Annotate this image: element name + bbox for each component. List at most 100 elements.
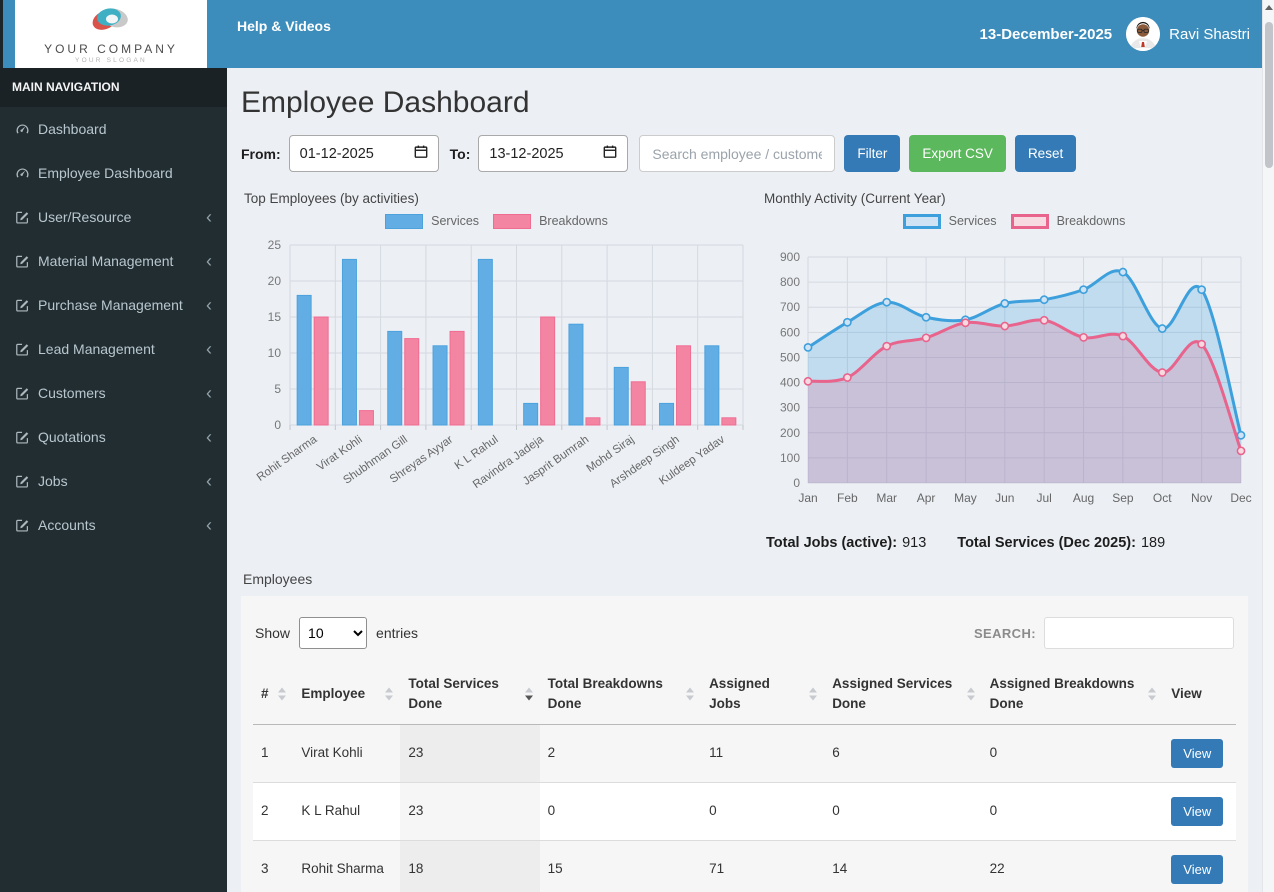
user-avatar[interactable] [1126,17,1161,51]
total-jobs-value: 913 [902,535,927,551]
user-name[interactable]: Ravi Shastri [1169,25,1250,43]
svg-text:Sep: Sep [1112,491,1134,505]
gauge-icon [15,122,38,137]
calendar-icon[interactable] [414,144,428,163]
column-header-[interactable]: # [253,665,294,725]
svg-text:Apr: Apr [917,491,936,505]
main-navigation: Dashboard Employee Dashboard User/Resource… [0,107,227,547]
sidebar-item-label: Dashboard [38,121,107,137]
scroll-up-arrow-icon [1264,5,1273,10]
svg-text:5: 5 [274,382,281,396]
sidebar-item-jobs[interactable]: Jobs ‹ [0,459,227,503]
sidebar-item-label: Quotations [38,429,106,445]
reset-button[interactable]: Reset [1014,135,1077,172]
chevron-left-icon: ‹ [206,471,212,491]
column-header-employee[interactable]: Employee [293,665,401,725]
sidebar-item-label: User/Resource [38,209,132,225]
total-services-value: 189 [1140,535,1166,551]
table-row: 3 Rohit Sharma 18 15 71 14 22 View [253,839,1236,892]
calendar-icon[interactable] [603,144,617,163]
sidebar-item-label: Customers [38,385,106,401]
view-button[interactable]: View [1171,854,1224,884]
edit-icon [15,342,38,357]
charts-row: Top Employees (by activities) Services Br… [241,191,1252,551]
to-label: To: [449,145,471,162]
gauge-icon [15,166,38,181]
edit-icon [15,430,38,445]
scrollbar-thumb[interactable] [1265,22,1273,168]
to-date-input[interactable]: 13-12-2025 [478,135,629,172]
column-header-assigned-breakdowns-done[interactable]: Assigned Breakdowns Done [981,665,1164,725]
chevron-left-icon: ‹ [206,295,212,315]
sort-asc-icon [385,687,394,693]
table-search-input[interactable] [1044,617,1234,649]
sidebar-item-accounts[interactable]: Accounts ‹ [0,503,227,547]
sidebar-item-purchase-management[interactable]: Purchase Management ‹ [0,283,227,327]
sidebar-item-quotations[interactable]: Quotations ‹ [0,415,227,459]
employee-search-input[interactable] [639,135,836,172]
sort-asc-icon [686,687,695,693]
sort-desc-icon [686,695,695,701]
filter-toolbar: From: 01-12-2025 To: 13-12-2025 Filter E… [241,135,1248,172]
column-header-assigned-jobs[interactable]: Assigned Jobs [701,665,825,725]
top-employees-chart: Top Employees (by activities) Services Br… [244,191,749,544]
cell-total-breakdowns-done: 2 [547,745,556,761]
sort-asc-icon [966,687,975,693]
filter-button[interactable]: Filter [844,135,901,172]
sidebar-item-dashboard[interactable]: Dashboard [0,107,227,151]
cell-employee: Virat Kohli [301,745,363,761]
edit-icon [15,474,38,489]
view-button[interactable]: View [1171,738,1224,768]
page-size-select[interactable]: 10 [299,617,368,649]
logo-slogan-text: YOUR SLOGAN [75,56,147,64]
sidebar-item-label: Accounts [38,517,96,533]
column-header-label: # [261,686,269,702]
column-header-assigned-services-done[interactable]: Assigned Services Done [824,665,982,725]
sort-desc-icon [524,695,533,701]
sort-arrows-icon [278,687,287,701]
legend-swatch-breakdowns [1010,213,1049,229]
cell-view: View [1163,724,1236,782]
table-row: 1 Virat Kohli 23 2 11 6 0 View [253,724,1236,782]
column-header-total-breakdowns-done[interactable]: Total Breakdowns Done [539,665,702,725]
svg-text:May: May [954,491,977,505]
svg-text:25: 25 [268,238,282,252]
company-logo[interactable]: YOUR COMPANY YOUR SLOGAN [15,0,207,68]
help-videos-link[interactable]: Help & Videos [237,18,331,34]
logo-swirl-icon [85,5,137,40]
sidebar-item-material-management[interactable]: Material Management ‹ [0,239,227,283]
sort-arrows-icon [966,687,975,701]
current-date: 13-December-2025 [979,25,1113,43]
sort-desc-icon [1148,695,1157,701]
sidebar-item-lead-management[interactable]: Lead Management ‹ [0,327,227,371]
cell-assigned-breakdowns-done: 22 [981,839,1164,892]
sidebar-item-customers[interactable]: Customers ‹ [0,371,227,415]
export-csv-button[interactable]: Export CSV [909,135,1006,172]
cell-assigned-jobs: 71 [701,839,825,892]
legend-item-breakdowns[interactable]: Breakdowns [1010,213,1125,229]
cell-assigned-services-done: 0 [824,781,982,840]
legend-item-services[interactable]: Services [902,213,997,229]
total-services-label: Total Services (Dec 2025): [957,535,1136,551]
sidebar-item-label: Employee Dashboard [38,165,173,181]
table-search-label: SEARCH: [973,625,1036,641]
svg-text:Jun: Jun [995,491,1014,505]
edit-icon [15,254,38,269]
from-date-input[interactable]: 01-12-2025 [288,135,439,172]
view-button[interactable]: View [1171,796,1224,826]
sidebar-item-user-resource[interactable]: User/Resource ‹ [0,195,227,239]
svg-text:300: 300 [780,401,800,415]
column-header-total-services-done[interactable]: Total Services Done [400,665,540,725]
svg-text:20: 20 [268,274,282,288]
bar-chart-legend: Services Breakdowns [244,212,749,230]
sort-asc-icon [524,687,533,693]
sidebar-item-employee-dashboard[interactable]: Employee Dashboard [0,151,227,195]
legend-item-breakdowns[interactable]: Breakdowns [493,213,608,229]
svg-text:Jul: Jul [1037,491,1052,505]
logo-company-text: YOUR COMPANY [44,41,178,56]
legend-item-services[interactable]: Services [385,213,479,229]
chevron-left-icon: ‹ [206,383,212,403]
scroll-up-button[interactable] [1263,0,1274,15]
vertical-scrollbar[interactable] [1262,0,1274,892]
